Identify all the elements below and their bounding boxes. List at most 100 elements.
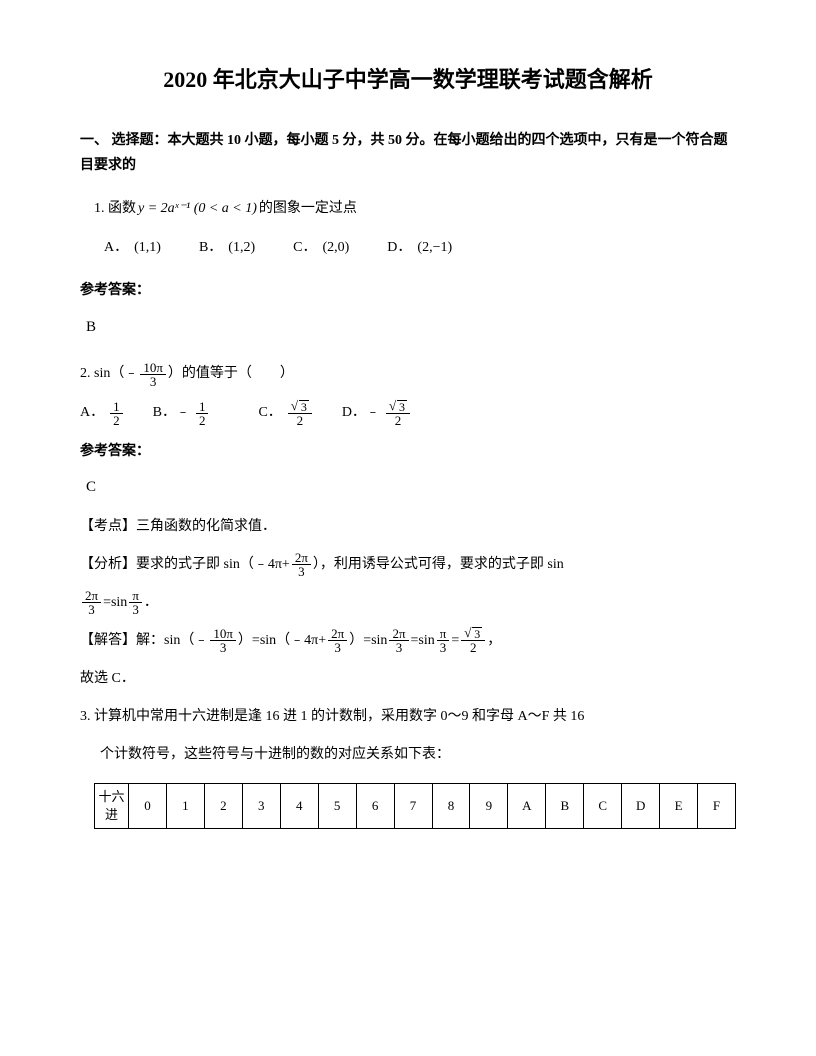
- hex-cell: C: [584, 783, 622, 828]
- frac-den: 3: [295, 565, 308, 578]
- frac-pi3-j: π 3: [437, 627, 450, 654]
- q1-prefix: 1. 函数: [94, 196, 136, 221]
- q1-opt-c: C． (2,0): [293, 235, 351, 260]
- frac-den: 2: [392, 414, 405, 427]
- frac-num: 1: [110, 400, 123, 414]
- jieda-t3: ）=sin: [349, 627, 387, 655]
- hex-cell: 2: [204, 783, 242, 828]
- frac-sqrt3-j: 3 2: [461, 627, 485, 654]
- frac-den: 2: [196, 414, 209, 427]
- frac-den: 3: [147, 375, 160, 388]
- frac-num: π: [437, 627, 450, 641]
- hex-cell: B: [546, 783, 584, 828]
- q1-opt-d: D． (2,−1): [387, 235, 454, 260]
- jieda-t1: 【解答】解：sin（﹣: [80, 627, 208, 655]
- frac-num: 10π: [210, 627, 236, 641]
- frac-pi3: π 3: [129, 589, 142, 616]
- hex-cell: D: [622, 783, 660, 828]
- sqrt3: 3: [299, 400, 309, 413]
- frac-num: 2π: [389, 627, 408, 641]
- frac-num: 3: [461, 627, 485, 641]
- q1-opt-c-val: (2,0): [320, 235, 351, 260]
- q1-opt-d-val: (2,−1): [415, 235, 454, 260]
- hex-cell: 8: [432, 783, 470, 828]
- q1-opt-b: B． (1,2): [199, 235, 257, 260]
- q2-opt-c: C． 3 2: [258, 400, 313, 427]
- question-3-line1: 3. 计算机中常用十六进制是逢 16 进 1 的计数制，采用数字 0～9 和字母…: [80, 703, 736, 731]
- sqrt3: 3: [472, 627, 482, 640]
- frac-2pi3-j2: 2π 3: [389, 627, 408, 654]
- frac-num: 2π: [82, 589, 101, 603]
- page-title: 2020 年北京大山子中学高一数学理联考试题含解析: [80, 60, 736, 100]
- q1-opt-d-label: D．: [387, 235, 411, 260]
- hex-cell: 4: [280, 783, 318, 828]
- q2-frac-10pi3: 10π 3: [140, 361, 166, 388]
- fenxi-t1: 【分析】要求的式子即 sin（﹣4π+: [80, 551, 290, 579]
- hex-cell: 7: [394, 783, 432, 828]
- frac-2pi3-b: 2π 3: [82, 589, 101, 616]
- fenxi-t2: ），利用诱导公式可得，要求的式子即 sin: [313, 551, 564, 579]
- q1-opt-a-label: A．: [104, 235, 128, 260]
- q2-opt-d-label: D．﹣: [342, 400, 380, 425]
- q1-opt-b-val: (1,2): [226, 235, 257, 260]
- question-3-line2: 个计数符号，这些符号与十进制的数的对应关系如下表：: [80, 741, 736, 769]
- q2-opt-a: A． 1 2: [80, 400, 125, 427]
- q1-options: A． (1,1) B． (1,2) C． (2,0) D． (2,−1): [104, 235, 736, 260]
- frac-den: 3: [393, 641, 406, 654]
- frac-num: 1: [196, 400, 209, 414]
- frac-den: 3: [437, 641, 450, 654]
- q2-kaodian: 【考点】三角函数的化简求值．: [80, 513, 736, 541]
- q1-opt-c-label: C．: [293, 235, 316, 260]
- q1-answer: B: [86, 314, 736, 341]
- frac-den: 2: [467, 641, 480, 654]
- hex-cell: 6: [356, 783, 394, 828]
- hex-cell: 1: [166, 783, 204, 828]
- frac-half-b: 1 2: [196, 400, 209, 427]
- frac-num: 2π: [328, 627, 347, 641]
- sqrt3: 3: [397, 400, 407, 413]
- frac-10pi3-j: 10π 3: [210, 627, 236, 654]
- question-2-stem: 2. sin（﹣ 10π 3 ）的值等于（ ）: [80, 361, 736, 388]
- q2-guxuan: 故选 C．: [80, 665, 736, 693]
- fenxi-t3: =sin: [103, 589, 127, 617]
- jieda-t5: =: [451, 627, 459, 655]
- hex-cell: E: [660, 783, 698, 828]
- frac-den: 2: [294, 414, 307, 427]
- frac-2pi3-j1: 2π 3: [328, 627, 347, 654]
- q2-opt-b: B．﹣ 1 2: [153, 400, 211, 427]
- hex-cell: 3: [242, 783, 280, 828]
- q2-suffix: ）的值等于（ ）: [168, 361, 294, 386]
- q2-options: A． 1 2 B．﹣ 1 2 C． 3 2 D．﹣ 3 2: [80, 400, 736, 427]
- hex-table: 十六进 0 1 2 3 4 5 6 7 8 9 A B C D E F: [94, 783, 736, 829]
- q2-jieda: 【解答】解：sin（﹣ 10π 3 ）=sin（﹣4π+ 2π 3 ）=sin …: [80, 627, 736, 655]
- section-header: 一、 选择题：本大题共 10 小题，每小题 5 分，共 50 分。在每小题给出的…: [80, 128, 736, 178]
- jieda-t4: =sin: [411, 627, 435, 655]
- frac-den: 3: [129, 603, 142, 616]
- frac-den: 3: [331, 641, 344, 654]
- frac-num: 3: [288, 400, 312, 414]
- frac-sqrt3-c: 3 2: [288, 400, 312, 427]
- q2-opt-a-label: A．: [80, 400, 104, 425]
- q2-fenxi: 【分析】要求的式子即 sin（﹣4π+ 2π 3 ），利用诱导公式可得，要求的式…: [80, 551, 736, 579]
- frac-den: 3: [85, 603, 98, 616]
- hex-cell: 5: [318, 783, 356, 828]
- hex-cell: 9: [470, 783, 508, 828]
- frac-num: 10π: [140, 361, 166, 375]
- fenxi-t4: ．: [144, 589, 158, 617]
- q2-prefix: 2. sin（﹣: [80, 361, 138, 386]
- q2-opt-b-label: B．﹣: [153, 400, 190, 425]
- hex-row-label: 十六进: [95, 783, 129, 828]
- q1-suffix: 的图象一定过点: [259, 196, 357, 221]
- q2-answer-label: 参考答案：: [80, 439, 736, 464]
- frac-num: 3: [386, 400, 410, 414]
- frac-num: 2π: [292, 551, 311, 565]
- q2-opt-d: D．﹣ 3 2: [342, 400, 412, 427]
- q1-answer-label: 参考答案：: [80, 278, 736, 303]
- frac-den: 3: [217, 641, 230, 654]
- frac-num: π: [129, 589, 142, 603]
- q1-opt-a-val: (1,1): [132, 235, 163, 260]
- q2-answer: C: [86, 474, 736, 501]
- q1-opt-b-label: B．: [199, 235, 222, 260]
- q1-opt-a: A． (1,1): [104, 235, 163, 260]
- hex-cell: F: [698, 783, 736, 828]
